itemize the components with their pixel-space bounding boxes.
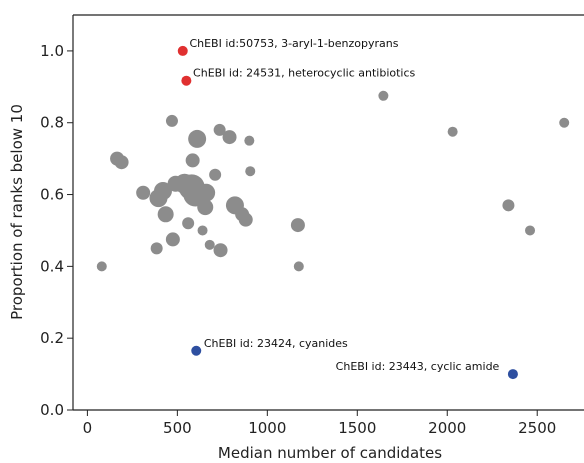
axes-layer bbox=[72, 14, 584, 411]
data-point bbox=[204, 239, 215, 250]
y-tick-label: 1.0 bbox=[40, 42, 64, 60]
data-point bbox=[165, 114, 178, 127]
data-point bbox=[197, 225, 208, 236]
y-tick-label: 0.2 bbox=[40, 329, 64, 347]
data-point bbox=[182, 217, 195, 230]
data-point bbox=[293, 261, 304, 272]
data-point bbox=[136, 185, 151, 200]
x-axis-label: Median number of candidates bbox=[218, 444, 442, 462]
data-point bbox=[197, 199, 214, 216]
data-point bbox=[114, 155, 129, 170]
data-point bbox=[185, 153, 200, 168]
data-point bbox=[525, 225, 536, 236]
data-point bbox=[165, 232, 180, 247]
data-point bbox=[96, 261, 107, 272]
data-point bbox=[238, 212, 253, 227]
annotations-layer: ChEBI id:50753, 3-aryl-1-benzopyrans ChEB… bbox=[189, 37, 499, 373]
y-tick-label: 0.4 bbox=[40, 257, 64, 275]
data-point bbox=[157, 206, 174, 223]
data-point bbox=[447, 126, 458, 137]
x-tick-label: 2000 bbox=[428, 419, 466, 437]
highlighted-data-point bbox=[507, 369, 518, 380]
data-point bbox=[188, 129, 207, 148]
data-point bbox=[244, 135, 255, 146]
data-point bbox=[559, 117, 570, 128]
y-tick-label: 0.6 bbox=[40, 186, 64, 204]
data-point bbox=[197, 183, 216, 202]
y-tick-label: 0.0 bbox=[40, 401, 64, 419]
data-point bbox=[150, 242, 163, 255]
data-point bbox=[378, 90, 389, 101]
highlighted-data-point bbox=[181, 75, 192, 86]
annotation-label: ChEBI id: 23424, cyanides bbox=[204, 337, 348, 350]
y-axis-label: Proportion of ranks below 10 bbox=[8, 104, 26, 320]
x-tick-label: 0 bbox=[83, 419, 93, 437]
highlighted-data-point bbox=[177, 45, 188, 56]
data-point bbox=[222, 130, 237, 145]
x-tick-label: 500 bbox=[163, 419, 192, 437]
data-point bbox=[502, 199, 515, 212]
highlighted-data-point bbox=[191, 345, 202, 356]
annotation-label: ChEBI id: 23443, cyclic amide bbox=[336, 360, 500, 373]
annotation-label: ChEBI id:50753, 3-aryl-1-benzopyrans bbox=[189, 37, 398, 50]
data-point bbox=[213, 243, 228, 258]
data-point bbox=[153, 181, 172, 200]
annotation-label: ChEBI id: 24531, heterocyclic antibiotic… bbox=[193, 67, 415, 80]
data-point bbox=[245, 166, 256, 177]
x-tick-label: 1500 bbox=[338, 419, 376, 437]
x-tick-label: 2500 bbox=[518, 419, 556, 437]
points-layer bbox=[96, 45, 570, 380]
data-point bbox=[209, 168, 222, 181]
x-tick-label: 1000 bbox=[248, 419, 286, 437]
ticks-layer: 0 500 1000 1500 2000 2500 0.0 0.2 0.4 0.6 0.8 1.0 bbox=[40, 42, 556, 437]
data-point bbox=[290, 218, 305, 233]
y-tick-label: 0.8 bbox=[40, 114, 64, 132]
data-point bbox=[213, 123, 226, 136]
